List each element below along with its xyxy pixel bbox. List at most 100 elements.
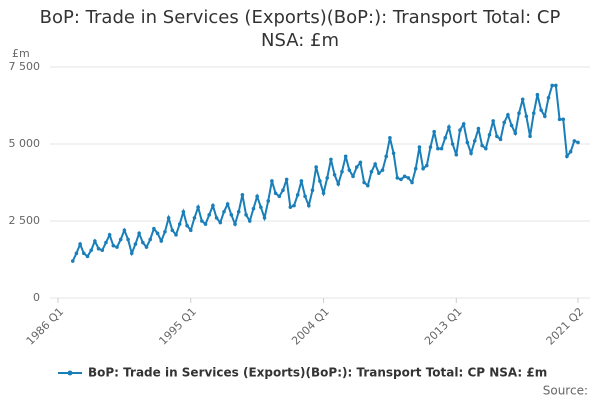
data-point: [565, 154, 569, 159]
data-point: [354, 165, 359, 169]
data-point: [177, 222, 182, 226]
data-point: [277, 194, 282, 199]
data-point: [465, 140, 470, 145]
data-point: [487, 132, 492, 137]
data-point: [111, 243, 116, 248]
data-point: [432, 129, 436, 134]
data-point: [211, 203, 215, 208]
data-point: [484, 146, 488, 151]
data-point: [380, 168, 385, 172]
data-point: [89, 248, 93, 253]
data-point: [458, 128, 462, 132]
data-point: [340, 169, 344, 174]
data-point: [539, 108, 543, 112]
data-point: [520, 97, 525, 102]
data-point: [129, 251, 134, 256]
data-point: [107, 233, 112, 237]
data-point: [572, 139, 577, 143]
data-point: [196, 205, 200, 209]
data-point: [454, 152, 459, 157]
data-point: [259, 205, 263, 209]
data-point: [406, 176, 411, 180]
data-point: [395, 176, 400, 180]
data-point: [332, 173, 337, 177]
data-point: [362, 180, 366, 185]
data-point: [384, 154, 389, 159]
data-point: [491, 119, 495, 123]
y-tick-label: 5 000: [9, 137, 41, 150]
data-point: [402, 174, 407, 179]
data-point: [181, 209, 186, 214]
data-point: [133, 242, 138, 246]
data-point: [351, 174, 355, 179]
data-point: [126, 237, 130, 242]
data-point: [554, 83, 558, 88]
data-point: [174, 233, 178, 237]
data-point: [318, 179, 322, 183]
data-point: [469, 151, 473, 156]
data-point: [78, 242, 82, 246]
data-point: [369, 169, 374, 174]
data-point: [428, 145, 433, 149]
data-point: [251, 206, 256, 211]
data-point: [144, 245, 149, 249]
data-point: [247, 219, 252, 223]
data-point: [70, 259, 75, 263]
data-point: [498, 137, 503, 142]
data-point: [543, 114, 547, 119]
x-tick-label: 1995 Q1: [156, 305, 199, 348]
data-point: [358, 160, 363, 165]
data-point: [480, 143, 484, 148]
data-point: [506, 112, 510, 117]
data-point: [295, 193, 300, 197]
data-point: [476, 126, 481, 131]
data-point: [74, 251, 79, 256]
data-point: [100, 248, 105, 253]
data-point: [185, 223, 189, 228]
data-point: [531, 111, 536, 115]
source: Source:: [543, 384, 588, 398]
data-point: [436, 146, 440, 151]
data-point: [373, 162, 377, 166]
data-point: [391, 151, 396, 156]
data-point: [439, 146, 444, 151]
data-point: [155, 231, 160, 236]
data-point: [535, 92, 540, 97]
data-point: [513, 131, 518, 136]
data-point: [122, 228, 127, 233]
data-point: [166, 216, 171, 220]
data-point: [115, 245, 119, 249]
y-tick-label: 2 500: [9, 214, 41, 227]
data-point: [509, 123, 514, 128]
data-point: [417, 145, 422, 149]
data-point: [314, 165, 318, 169]
data-point: [233, 222, 237, 226]
data-point: [292, 203, 296, 208]
data-point: [281, 188, 285, 192]
x-tick-label: 2021 Q2: [544, 305, 587, 348]
y-tick-label: 7 500: [9, 60, 41, 73]
data-point: [421, 166, 425, 171]
data-point: [270, 179, 274, 183]
data-point: [413, 166, 418, 171]
data-point: [288, 205, 293, 209]
data-point: [576, 140, 580, 145]
data-point: [557, 117, 562, 122]
data-point: [262, 216, 267, 220]
data-point: [410, 180, 414, 185]
data-point: [240, 193, 245, 197]
data-point: [388, 136, 392, 140]
chart-title: BoP: Trade in Services (Exports)(BoP:): …: [39, 7, 561, 51]
data-point: [159, 239, 164, 243]
data-point: [207, 213, 212, 217]
data-point: [329, 157, 333, 162]
data-point: [365, 183, 370, 188]
data-point: [192, 216, 197, 220]
data-point: [450, 142, 455, 146]
data-point: [137, 231, 141, 236]
data-point: [222, 209, 226, 214]
series-line: [71, 84, 579, 262]
data-point: [82, 251, 86, 256]
